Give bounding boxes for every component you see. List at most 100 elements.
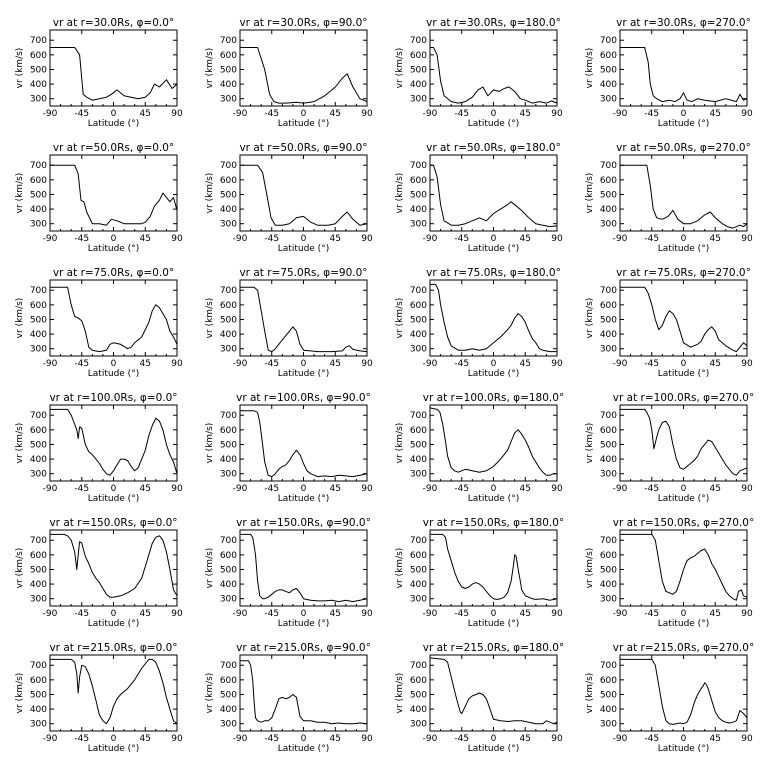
panel-title: vr at r=75.0Rs, φ=180.0°	[426, 267, 561, 279]
x-tick-label: 90	[361, 734, 373, 744]
x-tick-label: 0	[301, 609, 307, 619]
y-tick-label: 500	[410, 440, 427, 450]
y-tick-label: 700	[600, 411, 617, 421]
y-tick-label: 300	[600, 95, 617, 105]
x-tick-label: 0	[111, 234, 117, 244]
x-axis-label: Latitude (°)	[468, 744, 519, 754]
series-line	[50, 47, 178, 101]
x-tick-label: -90	[423, 109, 438, 119]
panel-title: vr at r=30.0Rs, φ=270.0°	[616, 17, 751, 29]
x-tick-label: 90	[171, 609, 183, 619]
x-tick-label: -45	[74, 734, 89, 744]
x-tick-label: 0	[681, 609, 687, 619]
x-tick-label: 45	[140, 609, 151, 619]
y-tick-label: 400	[410, 455, 427, 465]
x-axis-label: Latitude (°)	[278, 744, 329, 754]
x-tick-label: -90	[233, 109, 248, 119]
panel-title: vr at r=50.0Rs, φ=90.0°	[239, 142, 367, 154]
x-tick-label: 90	[361, 484, 373, 494]
y-tick-label: 400	[30, 705, 47, 715]
y-axis-label: vr (km/s)	[205, 548, 215, 589]
x-tick-label: -90	[613, 609, 628, 619]
y-tick-label: 300	[220, 220, 237, 230]
x-axis-label: Latitude (°)	[88, 369, 139, 379]
panel-18: vr at r=150.0Rs, φ=180.0° -90 -45 0 45 90 300 4…	[395, 517, 564, 629]
y-tick-label: 700	[30, 411, 47, 421]
x-tick-label: -90	[613, 109, 628, 119]
x-tick-label: -90	[613, 234, 628, 244]
y-tick-label: 500	[220, 565, 237, 575]
y-axis-label: vr (km/s)	[395, 173, 405, 214]
y-tick-label: 400	[30, 205, 47, 215]
panel-12: vr at r=100.0Rs, φ=0.0° -90 -45 0 45 90 300 400…	[15, 392, 183, 504]
y-tick-label: 500	[30, 190, 47, 200]
x-tick-label: -90	[43, 109, 58, 119]
y-tick-label: 700	[220, 36, 237, 46]
x-axis-label: Latitude (°)	[658, 369, 709, 379]
x-tick-label: 0	[301, 734, 307, 744]
y-tick-label: 300	[30, 720, 47, 730]
panel-20: vr at r=215.0Rs, φ=0.0° -90 -45 0 45 90 300 400…	[15, 642, 183, 754]
y-tick-label: 300	[410, 95, 427, 105]
y-tick-label: 500	[220, 315, 237, 325]
series-line	[50, 164, 178, 226]
x-tick-label: -45	[264, 734, 279, 744]
plot-frame	[429, 29, 558, 107]
y-axis-label: vr (km/s)	[585, 548, 595, 589]
y-tick-label: 300	[600, 720, 617, 730]
x-tick-label: 0	[301, 109, 307, 119]
x-tick-label: 90	[171, 109, 183, 119]
y-tick-label: 400	[30, 330, 47, 340]
y-tick-label: 700	[410, 286, 427, 296]
plot-frame	[239, 279, 368, 357]
x-tick-label: 0	[111, 609, 117, 619]
series-line	[430, 283, 557, 353]
y-axis-label: vr (km/s)	[585, 423, 595, 464]
y-tick-label: 300	[410, 345, 427, 355]
series-line	[240, 286, 368, 353]
y-tick-label: 700	[30, 286, 47, 296]
y-tick-label: 400	[220, 330, 237, 340]
y-tick-label: 300	[30, 95, 47, 105]
y-tick-label: 500	[30, 565, 47, 575]
x-tick-label: 45	[330, 734, 341, 744]
x-tick-label: 0	[491, 609, 497, 619]
panel-7: vr at r=50.0Rs, φ=270.0° -90 -45 0 45 90 300 40…	[585, 142, 753, 254]
y-tick-label: 700	[220, 411, 237, 421]
x-axis-label: Latitude (°)	[658, 619, 709, 629]
x-axis-label: Latitude (°)	[278, 244, 329, 254]
series-line	[620, 408, 748, 476]
y-tick-label: 300	[30, 470, 47, 480]
y-tick-label: 300	[600, 470, 617, 480]
y-axis-label: vr (km/s)	[395, 48, 405, 89]
x-tick-label: 90	[171, 734, 183, 744]
x-tick-label: 45	[330, 359, 341, 369]
plot-frame	[239, 404, 368, 482]
series-line	[620, 533, 748, 601]
x-axis-label: Latitude (°)	[88, 244, 139, 254]
x-tick-label: -45	[264, 234, 279, 244]
series-line	[50, 533, 178, 598]
y-tick-label: 600	[30, 676, 47, 686]
x-tick-label: 45	[520, 484, 531, 494]
y-tick-label: 400	[600, 80, 617, 90]
x-tick-label: 90	[741, 734, 753, 744]
x-axis-label: Latitude (°)	[278, 619, 329, 629]
plot-frame	[49, 404, 178, 482]
x-tick-label: -45	[264, 359, 279, 369]
x-tick-label: -45	[454, 109, 469, 119]
x-tick-label: 45	[710, 109, 721, 119]
x-tick-label: -45	[644, 484, 659, 494]
x-tick-label: 90	[171, 484, 183, 494]
y-tick-label: 500	[30, 690, 47, 700]
series-line	[50, 286, 178, 353]
y-tick-label: 300	[220, 95, 237, 105]
y-axis-label: vr (km/s)	[585, 673, 595, 714]
x-tick-label: -45	[74, 109, 89, 119]
x-tick-label: -90	[423, 734, 438, 744]
y-tick-label: 700	[30, 36, 47, 46]
y-tick-label: 700	[220, 286, 237, 296]
y-tick-label: 400	[600, 705, 617, 715]
x-tick-label: 45	[140, 359, 151, 369]
x-tick-label: -45	[454, 734, 469, 744]
